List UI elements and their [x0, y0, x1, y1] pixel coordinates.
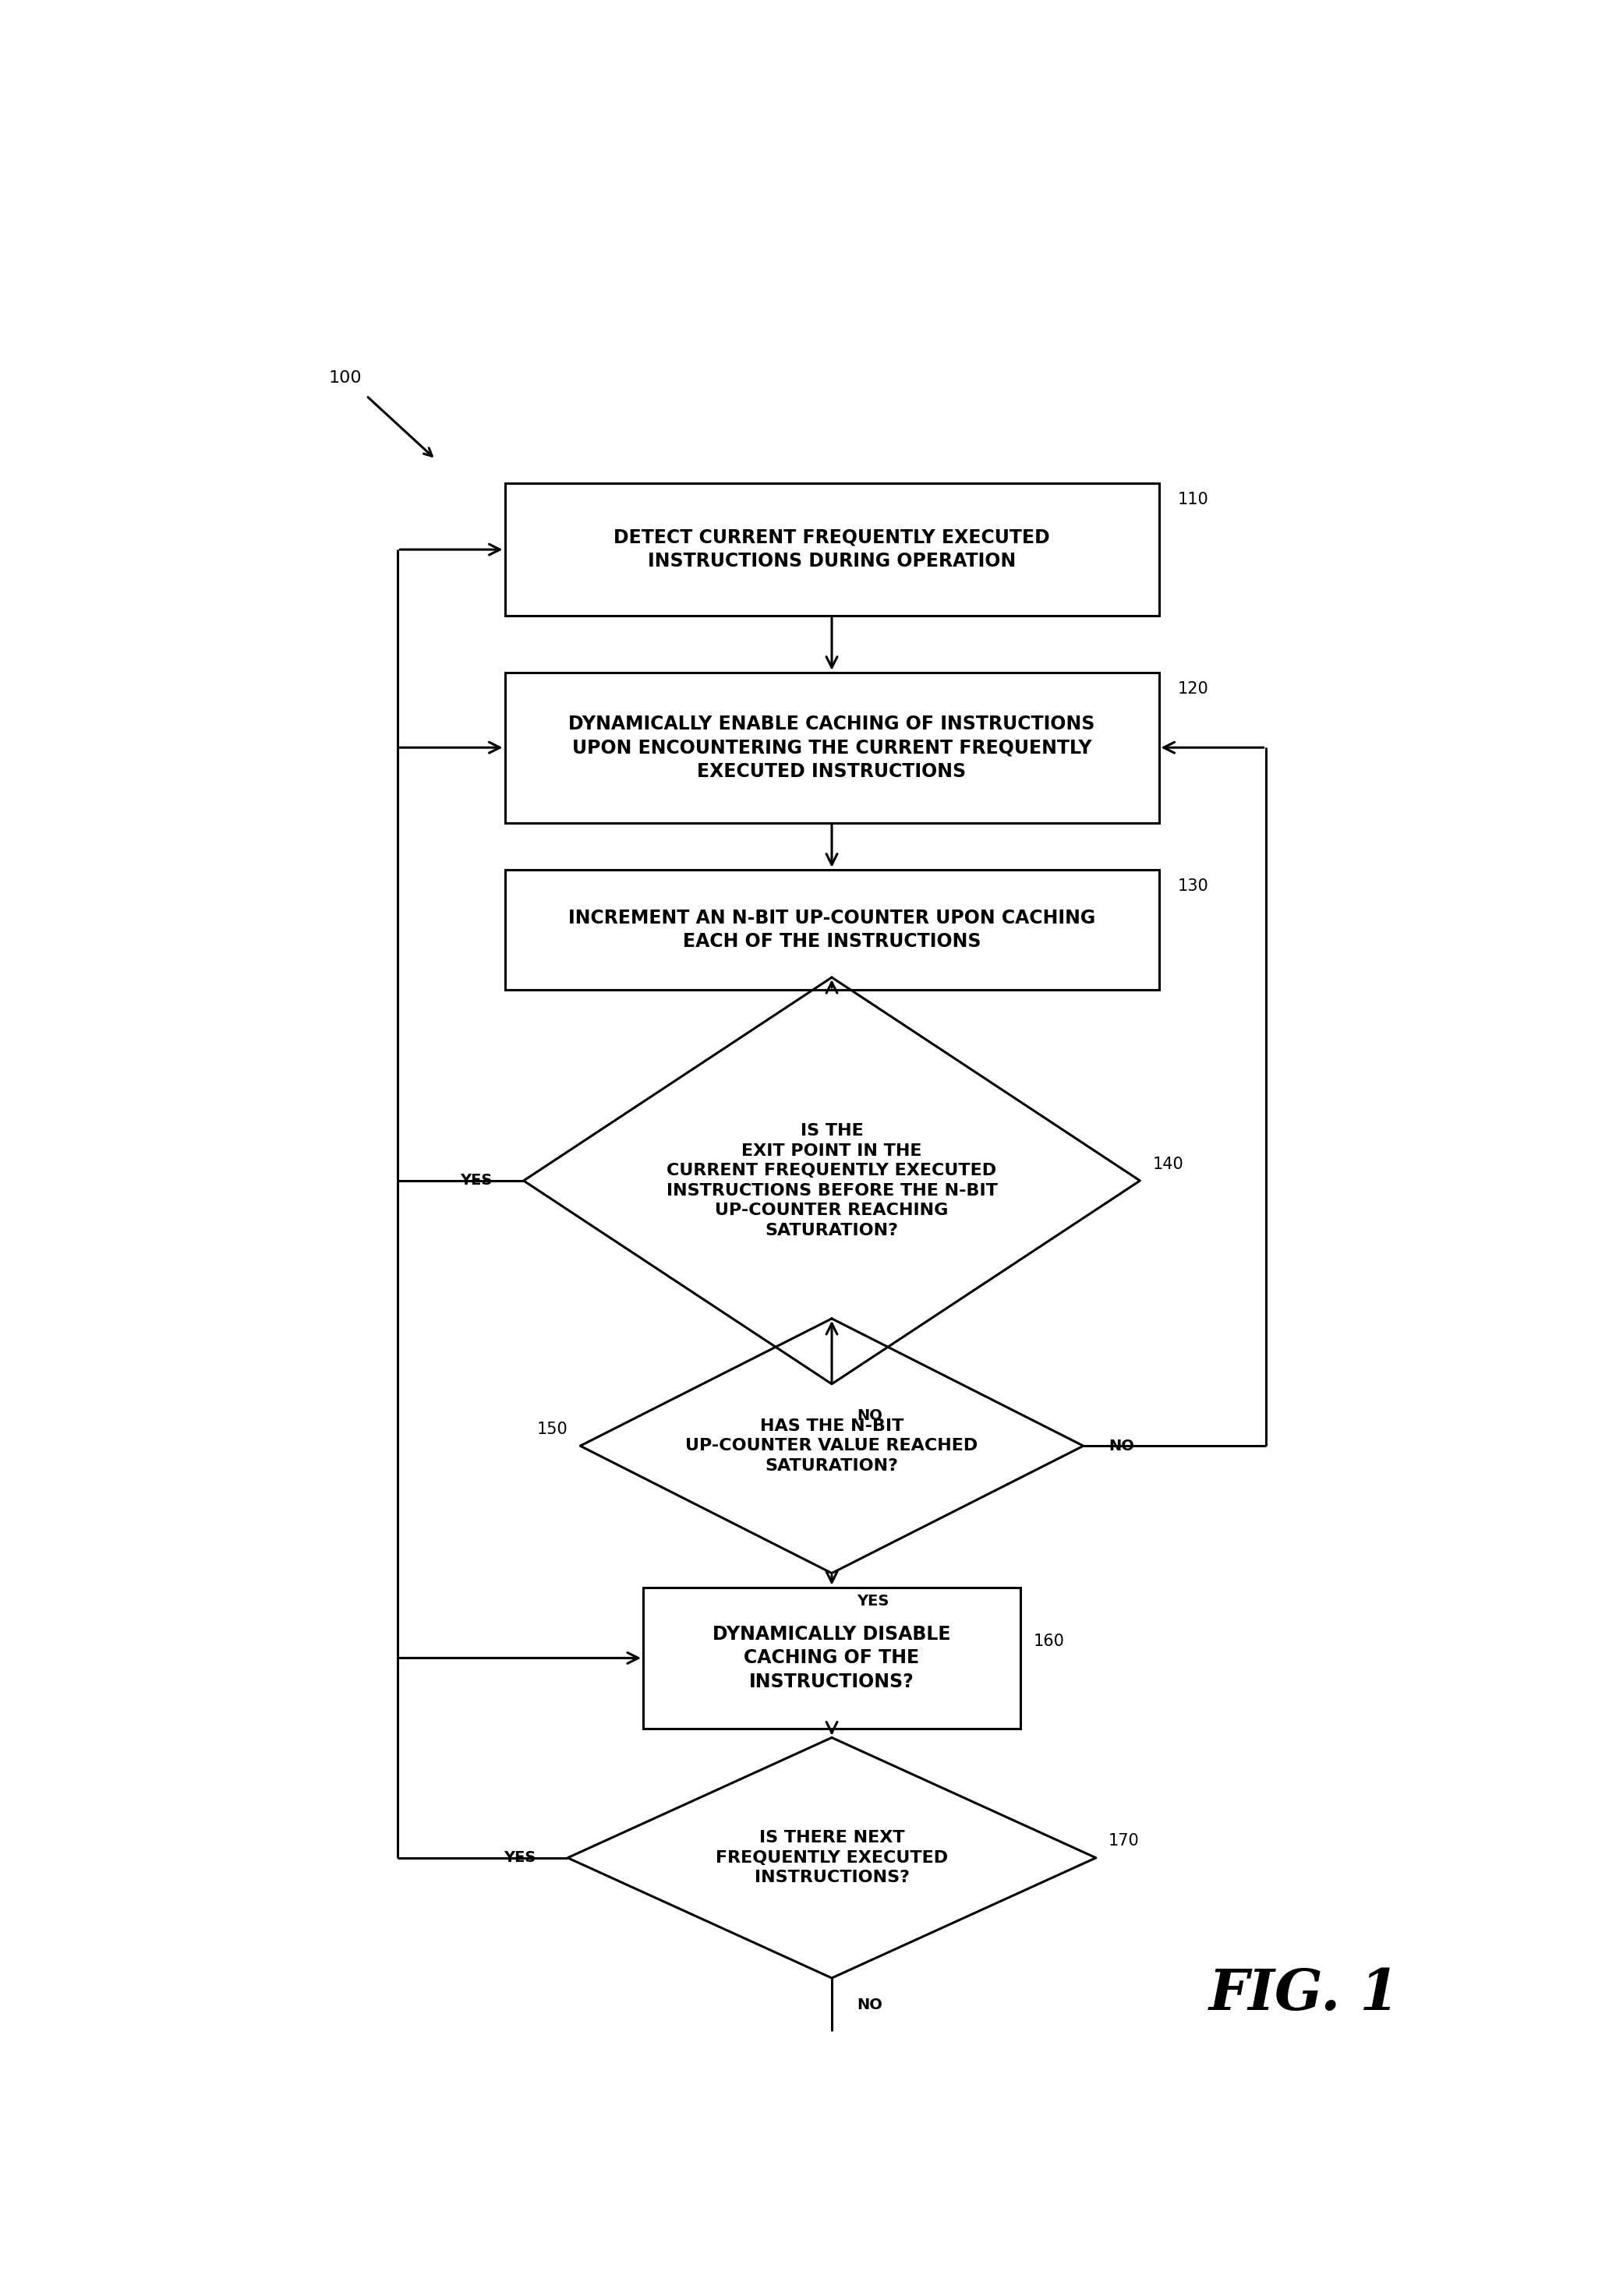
Text: NO: NO	[857, 1998, 883, 2011]
Text: 140: 140	[1152, 1157, 1183, 1171]
Text: IS THERE NEXT
FREQUENTLY EXECUTED
INSTRUCTIONS?: IS THERE NEXT FREQUENTLY EXECUTED INSTRU…	[716, 1830, 948, 1885]
Text: 170: 170	[1109, 1835, 1139, 1848]
Text: 150: 150	[537, 1421, 568, 1437]
Text: 120: 120	[1178, 682, 1209, 698]
Text: YES: YES	[505, 1851, 536, 1864]
Text: DYNAMICALLY ENABLE CACHING OF INSTRUCTIONS
UPON ENCOUNTERING THE CURRENT FREQUEN: DYNAMICALLY ENABLE CACHING OF INSTRUCTIO…	[568, 714, 1096, 781]
Text: DYNAMICALLY DISABLE
CACHING OF THE
INSTRUCTIONS?: DYNAMICALLY DISABLE CACHING OF THE INSTR…	[712, 1626, 951, 1692]
Text: NO: NO	[857, 1407, 883, 1424]
FancyBboxPatch shape	[505, 482, 1159, 615]
FancyBboxPatch shape	[643, 1587, 1021, 1729]
Text: 110: 110	[1178, 491, 1209, 507]
Text: YES: YES	[857, 1593, 889, 1609]
Text: HAS THE N-BIT
UP-COUNTER VALUE REACHED
SATURATION?: HAS THE N-BIT UP-COUNTER VALUE REACHED S…	[685, 1419, 979, 1474]
Text: 160: 160	[1032, 1635, 1065, 1649]
Text: NO: NO	[1109, 1440, 1134, 1453]
FancyBboxPatch shape	[505, 870, 1159, 990]
Text: 100: 100	[328, 370, 362, 386]
Text: IS THE
EXIT POINT IN THE
CURRENT FREQUENTLY EXECUTED
INSTRUCTIONS BEFORE THE N-B: IS THE EXIT POINT IN THE CURRENT FREQUEN…	[665, 1123, 998, 1238]
Text: INCREMENT AN N-BIT UP-COUNTER UPON CACHING
EACH OF THE INSTRUCTIONS: INCREMENT AN N-BIT UP-COUNTER UPON CACHI…	[568, 909, 1096, 951]
Text: YES: YES	[459, 1173, 492, 1187]
Text: FIG. 1: FIG. 1	[1209, 1965, 1399, 2020]
Text: DETECT CURRENT FREQUENTLY EXECUTED
INSTRUCTIONS DURING OPERATION: DETECT CURRENT FREQUENTLY EXECUTED INSTR…	[613, 528, 1050, 572]
FancyBboxPatch shape	[505, 673, 1159, 822]
Text: 130: 130	[1178, 879, 1209, 893]
